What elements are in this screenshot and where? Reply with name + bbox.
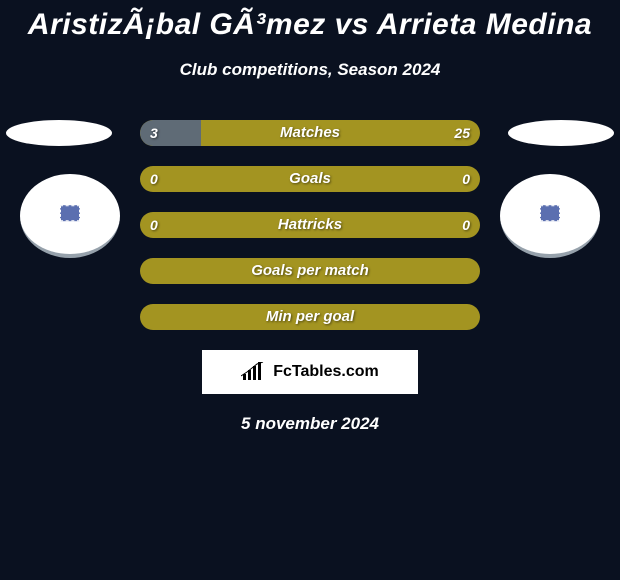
stat-label: Goals per match — [140, 258, 480, 284]
stat-row-min-per-goal: Min per goal — [140, 304, 480, 330]
date-text: 5 november 2024 — [0, 414, 620, 434]
player-left-name-ellipse — [6, 120, 112, 146]
player-right-name-ellipse — [508, 120, 614, 146]
attribution-text: FcTables.com — [273, 363, 379, 381]
stat-row-hattricks: 0 Hattricks 0 — [140, 212, 480, 238]
player-left-avatar — [20, 174, 120, 258]
player-right-avatar — [500, 174, 600, 258]
stat-label: Hattricks — [140, 212, 480, 238]
stat-value-right: 0 — [462, 212, 470, 238]
stat-label: Matches — [140, 120, 480, 146]
page-title: AristizÃ¡bal GÃ³mez vs Arrieta Medina — [0, 0, 620, 42]
stat-value-right: 0 — [462, 166, 470, 192]
player-left-badge-icon — [60, 205, 80, 221]
stat-label: Goals — [140, 166, 480, 192]
stat-row-goals: 0 Goals 0 — [140, 166, 480, 192]
stat-row-goals-per-match: Goals per match — [140, 258, 480, 284]
page-subtitle: Club competitions, Season 2024 — [0, 60, 620, 80]
chart-logo-icon — [241, 362, 267, 382]
stat-row-matches: 3 Matches 25 — [140, 120, 480, 146]
stat-value-right: 25 — [454, 120, 470, 146]
comparison-panel: 3 Matches 25 0 Goals 0 0 Hattricks 0 Goa… — [0, 120, 620, 434]
stat-label: Min per goal — [140, 304, 480, 330]
player-right-badge-icon — [540, 205, 560, 221]
stat-rows: 3 Matches 25 0 Goals 0 0 Hattricks 0 Goa… — [140, 120, 480, 330]
attribution-box[interactable]: FcTables.com — [202, 350, 418, 394]
